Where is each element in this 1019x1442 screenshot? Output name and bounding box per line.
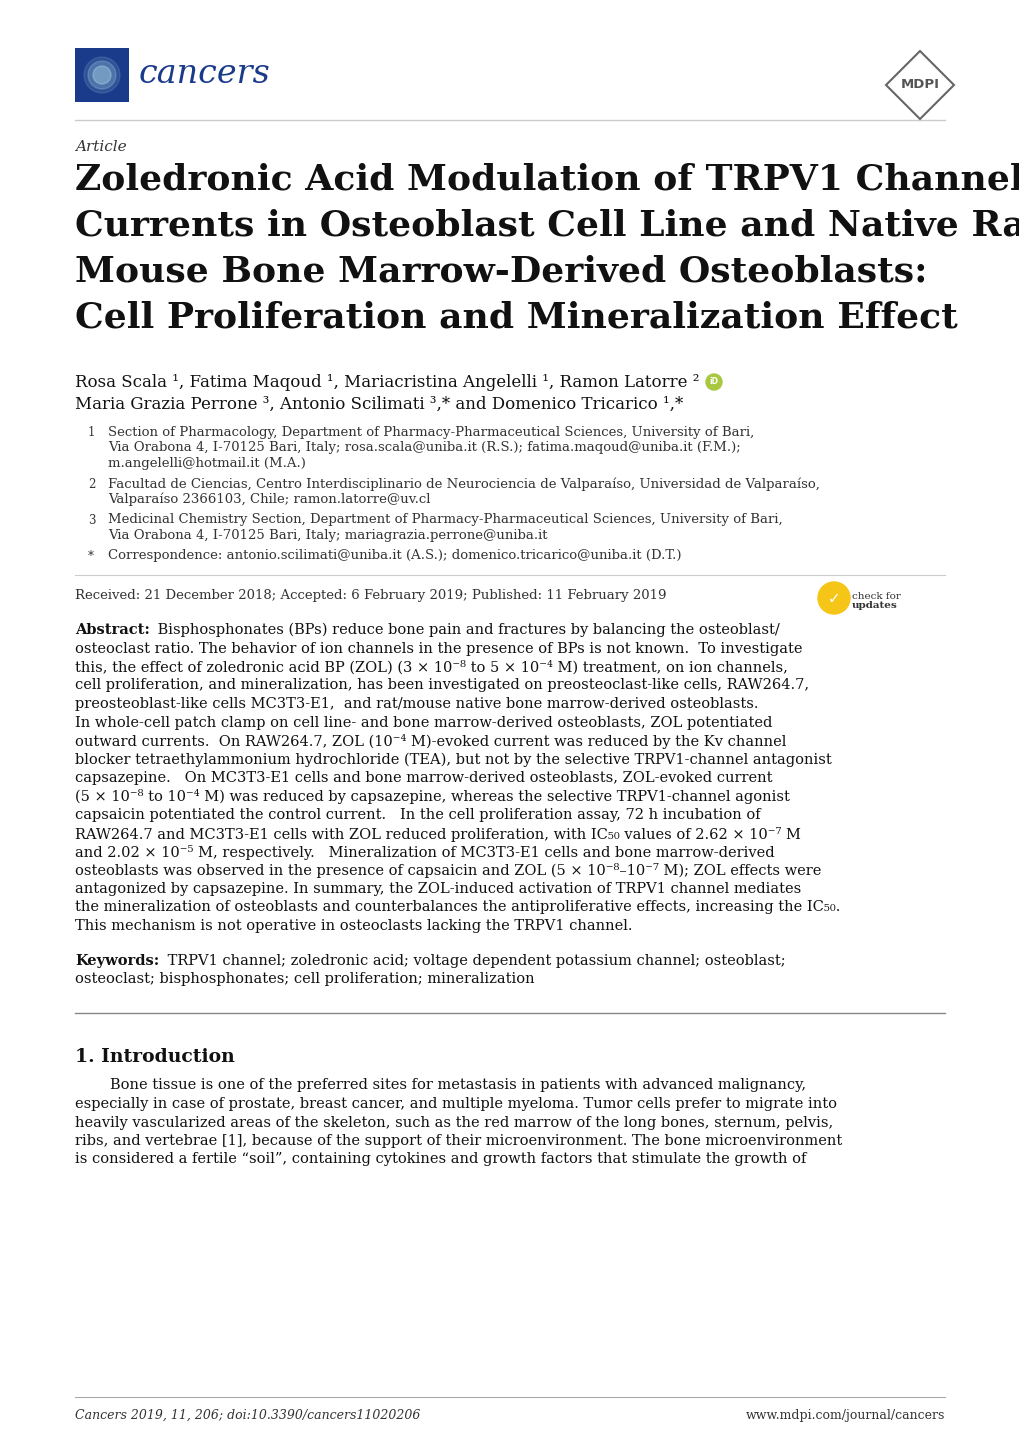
- Text: and 2.02 × 10⁻⁵ M, respectively.   Mineralization of MC3T3-E1 cells and bone mar: and 2.02 × 10⁻⁵ M, respectively. Mineral…: [75, 845, 773, 859]
- Text: preosteoblast-like cells MC3T3-E1,  and rat/mouse native bone marrow-derived ost: preosteoblast-like cells MC3T3-E1, and r…: [75, 696, 758, 711]
- Text: 1: 1: [88, 425, 96, 438]
- Text: iD: iD: [709, 378, 717, 386]
- Text: Zoledronic Acid Modulation of TRPV1 Channel: Zoledronic Acid Modulation of TRPV1 Chan…: [75, 162, 1019, 196]
- Text: this, the effect of zoledronic acid BP (ZOL) (3 × 10⁻⁸ to 5 × 10⁻⁴ M) treatment,: this, the effect of zoledronic acid BP (…: [75, 660, 787, 675]
- Text: Via Orabona 4, I-70125 Bari, Italy; rosa.scala@uniba.it (R.S.); fatima.maqoud@un: Via Orabona 4, I-70125 Bari, Italy; rosa…: [108, 441, 740, 454]
- Text: outward currents.  On RAW264.7, ZOL (10⁻⁴ M)-evoked current was reduced by the K: outward currents. On RAW264.7, ZOL (10⁻⁴…: [75, 734, 786, 748]
- Text: osteoclast ratio. The behavior of ion channels in the presence of BPs is not kno: osteoclast ratio. The behavior of ion ch…: [75, 642, 802, 656]
- Text: especially in case of prostate, breast cancer, and multiple myeloma. Tumor cells: especially in case of prostate, breast c…: [75, 1097, 837, 1110]
- Text: Medicinal Chemistry Section, Department of Pharmacy-Pharmaceutical Sciences, Uni: Medicinal Chemistry Section, Department …: [108, 513, 782, 526]
- Text: Maria Grazia Perrone ³, Antonio Scilimati ³,* and Domenico Tricarico ¹,*: Maria Grazia Perrone ³, Antonio Scilimat…: [75, 397, 683, 412]
- Text: capsaicin potentiated the control current.   In the cell proliferation assay, 72: capsaicin potentiated the control curren…: [75, 808, 760, 822]
- Text: TRPV1 channel; zoledronic acid; voltage dependent potassium channel; osteoblast;: TRPV1 channel; zoledronic acid; voltage …: [163, 953, 785, 968]
- Text: (5 × 10⁻⁸ to 10⁻⁴ M) was reduced by capsazepine, whereas the selective TRPV1-cha: (5 × 10⁻⁸ to 10⁻⁴ M) was reduced by caps…: [75, 790, 789, 805]
- Text: Received: 21 December 2018; Accepted: 6 February 2019; Published: 11 February 20: Received: 21 December 2018; Accepted: 6 …: [75, 588, 665, 601]
- Text: 1. Introduction: 1. Introduction: [75, 1048, 234, 1067]
- Text: Currents in Osteoblast Cell Line and Native Rat and: Currents in Osteoblast Cell Line and Nat…: [75, 208, 1019, 242]
- Text: the mineralization of osteoblasts and counterbalances the antiproliferative effe: the mineralization of osteoblasts and co…: [75, 900, 840, 914]
- Text: 3: 3: [88, 513, 96, 526]
- Text: updates: updates: [851, 601, 897, 610]
- Text: Bone tissue is one of the preferred sites for metastasis in patients with advanc: Bone tissue is one of the preferred site…: [110, 1079, 805, 1093]
- FancyBboxPatch shape: [75, 48, 128, 102]
- Text: is considered a fertile “soil”, containing cytokines and growth factors that sti: is considered a fertile “soil”, containi…: [75, 1152, 806, 1167]
- Circle shape: [817, 583, 849, 614]
- Text: Via Orabona 4, I-70125 Bari, Italy; mariagrazia.perrone@uniba.it: Via Orabona 4, I-70125 Bari, Italy; mari…: [108, 529, 547, 542]
- Text: Keywords:: Keywords:: [75, 953, 159, 968]
- Text: heavily vascularized areas of the skeleton, such as the red marrow of the long b: heavily vascularized areas of the skelet…: [75, 1116, 833, 1129]
- Text: 2: 2: [88, 477, 96, 490]
- Text: osteoblasts was observed in the presence of capsaicin and ZOL (5 × 10⁻⁸–10⁻⁷ M);: osteoblasts was observed in the presence…: [75, 864, 820, 878]
- Text: RAW264.7 and MC3T3-E1 cells with ZOL reduced proliferation, with IC₅₀ values of : RAW264.7 and MC3T3-E1 cells with ZOL red…: [75, 826, 800, 842]
- Text: Facultad de Ciencias, Centro Interdisciplinario de Neurociencia de Valparaíso, U: Facultad de Ciencias, Centro Interdiscip…: [108, 477, 819, 490]
- Polygon shape: [886, 50, 953, 120]
- Text: Mouse Bone Marrow-Derived Osteoblasts:: Mouse Bone Marrow-Derived Osteoblasts:: [75, 254, 926, 288]
- Text: In whole-cell patch clamp on cell line- and bone marrow-derived osteoblasts, ZOL: In whole-cell patch clamp on cell line- …: [75, 715, 771, 730]
- Circle shape: [705, 373, 721, 389]
- Text: This mechanism is not operative in osteoclasts lacking the TRPV1 channel.: This mechanism is not operative in osteo…: [75, 919, 632, 933]
- Text: ✓: ✓: [826, 591, 840, 607]
- Text: Valparaíso 2366103, Chile; ramon.latorre@uv.cl: Valparaíso 2366103, Chile; ramon.latorre…: [108, 493, 430, 506]
- Text: *: *: [88, 549, 94, 562]
- Circle shape: [88, 61, 116, 89]
- Text: ribs, and vertebrae [1], because of the support of their microenvironment. The b: ribs, and vertebrae [1], because of the …: [75, 1133, 842, 1148]
- Text: osteoclast; bisphosphonates; cell proliferation; mineralization: osteoclast; bisphosphonates; cell prolif…: [75, 972, 534, 986]
- Circle shape: [93, 66, 111, 84]
- Text: Section of Pharmacology, Department of Pharmacy-Pharmaceutical Sciences, Univers: Section of Pharmacology, Department of P…: [108, 425, 753, 438]
- Text: Cancers 2019, 11, 206; doi:10.3390/cancers11020206: Cancers 2019, 11, 206; doi:10.3390/cance…: [75, 1409, 420, 1422]
- Text: Abstract:: Abstract:: [75, 623, 150, 637]
- Text: cell proliferation, and mineralization, has been investigated on preosteoclast-l: cell proliferation, and mineralization, …: [75, 679, 808, 692]
- Text: cancers: cancers: [139, 58, 270, 89]
- Text: Article: Article: [75, 140, 126, 154]
- Text: Bisphosphonates (BPs) reduce bone pain and fractures by balancing the osteoblast: Bisphosphonates (BPs) reduce bone pain a…: [153, 623, 779, 637]
- Text: blocker tetraethylammonium hydrochloride (TEA), but not by the selective TRPV1-c: blocker tetraethylammonium hydrochloride…: [75, 753, 830, 767]
- Text: m.angelelli@hotmail.it (M.A.): m.angelelli@hotmail.it (M.A.): [108, 457, 306, 470]
- Text: Cell Proliferation and Mineralization Effect: Cell Proliferation and Mineralization Ef…: [75, 300, 957, 335]
- Text: capsazepine.   On MC3T3-E1 cells and bone marrow-derived osteoblasts, ZOL-evoked: capsazepine. On MC3T3-E1 cells and bone …: [75, 771, 771, 784]
- Text: www.mdpi.com/journal/cancers: www.mdpi.com/journal/cancers: [745, 1409, 944, 1422]
- Text: Correspondence: antonio.scilimati@uniba.it (A.S.); domenico.tricarico@uniba.it (: Correspondence: antonio.scilimati@uniba.…: [108, 549, 681, 562]
- Text: Rosa Scala ¹, Fatima Maqoud ¹, Mariacristina Angelelli ¹, Ramon Latorre ²: Rosa Scala ¹, Fatima Maqoud ¹, Mariacris…: [75, 373, 699, 391]
- Circle shape: [84, 58, 120, 92]
- Text: check for: check for: [851, 593, 900, 601]
- Text: antagonized by capsazepine. In summary, the ZOL-induced activation of TRPV1 chan: antagonized by capsazepine. In summary, …: [75, 883, 801, 895]
- Text: MDPI: MDPI: [900, 78, 938, 91]
